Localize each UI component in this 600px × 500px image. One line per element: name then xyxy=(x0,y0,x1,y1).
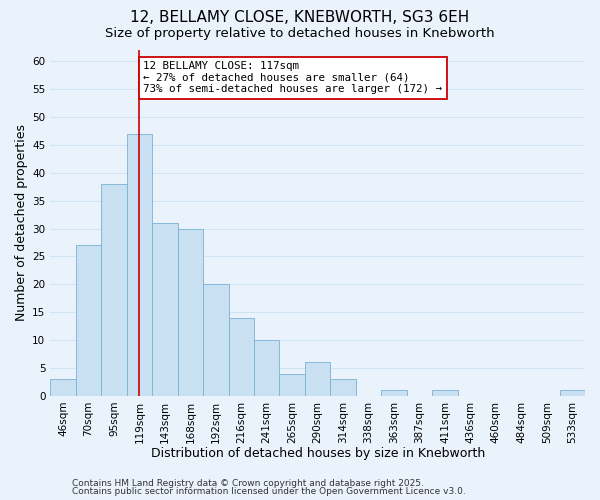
Bar xyxy=(127,134,152,396)
Bar xyxy=(305,362,331,396)
Bar xyxy=(280,374,305,396)
Text: Size of property relative to detached houses in Knebworth: Size of property relative to detached ho… xyxy=(105,28,495,40)
Bar xyxy=(50,379,76,396)
Bar xyxy=(101,184,127,396)
Text: 12, BELLAMY CLOSE, KNEBWORTH, SG3 6EH: 12, BELLAMY CLOSE, KNEBWORTH, SG3 6EH xyxy=(130,10,470,25)
Bar xyxy=(229,318,254,396)
Bar xyxy=(381,390,407,396)
Text: 12 BELLAMY CLOSE: 117sqm
← 27% of detached houses are smaller (64)
73% of semi-d: 12 BELLAMY CLOSE: 117sqm ← 27% of detach… xyxy=(143,61,442,94)
Bar xyxy=(76,245,101,396)
Bar xyxy=(331,379,356,396)
Bar xyxy=(178,228,203,396)
Bar xyxy=(432,390,458,396)
X-axis label: Distribution of detached houses by size in Knebworth: Distribution of detached houses by size … xyxy=(151,447,485,460)
Text: Contains public sector information licensed under the Open Government Licence v3: Contains public sector information licen… xyxy=(72,487,466,496)
Y-axis label: Number of detached properties: Number of detached properties xyxy=(15,124,28,322)
Bar xyxy=(203,284,229,396)
Text: Contains HM Land Registry data © Crown copyright and database right 2025.: Contains HM Land Registry data © Crown c… xyxy=(72,478,424,488)
Bar xyxy=(560,390,585,396)
Bar xyxy=(254,340,280,396)
Bar xyxy=(152,223,178,396)
